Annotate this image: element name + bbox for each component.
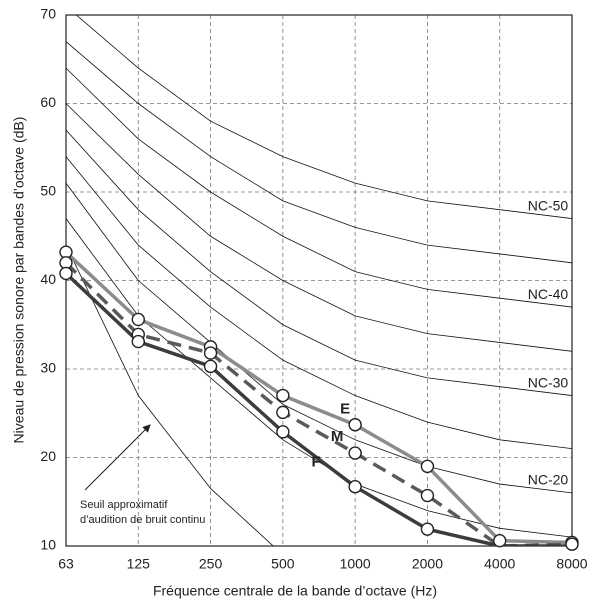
data-point [565, 537, 579, 551]
x-tick-label: 2000 [412, 556, 443, 572]
plot-area [66, 15, 572, 546]
data-point [276, 388, 290, 403]
data-point [131, 312, 145, 327]
y-tick-label: 70 [40, 6, 56, 22]
data-point [420, 488, 435, 503]
data-point [348, 480, 362, 494]
y-axis-label: Niveau de pression sonore par bandes d’o… [11, 117, 27, 444]
y-tick-label: 30 [40, 360, 56, 376]
plot-frame [65, 14, 573, 547]
nc-curve [66, 41, 572, 264]
threshold-annotation: d’audition de bruit continu [80, 514, 205, 526]
y-tick-label: 40 [40, 271, 56, 287]
data-point [203, 346, 218, 360]
series-line [66, 272, 572, 546]
y-tick-label: 50 [40, 183, 56, 199]
x-axis-label: Fréquence centrale de la bande d’octave … [153, 583, 437, 599]
x-tick-label: 500 [271, 556, 295, 572]
nc-curve [66, 182, 572, 494]
x-tick-label: 250 [199, 556, 223, 572]
nc-curve [66, 129, 572, 396]
nc-label: NC-30 [528, 374, 569, 390]
data-point [59, 266, 73, 281]
nc-curve [66, 156, 572, 450]
series-label: F [312, 454, 321, 471]
y-tick-label: 60 [40, 94, 56, 110]
nc-label: NC-20 [528, 472, 569, 488]
nc-curve [66, 103, 572, 352]
x-tick-label: 63 [58, 556, 74, 572]
data-point [348, 446, 362, 460]
series-line [66, 250, 572, 545]
data-point [493, 533, 507, 548]
y-tick-label: 20 [40, 448, 56, 464]
nc-label: NC-50 [528, 197, 569, 213]
data-point [420, 459, 435, 474]
nc-curve [66, 218, 572, 538]
x-tick-label: 8000 [556, 556, 587, 572]
x-tick-label: 125 [127, 556, 151, 572]
data-point [276, 405, 290, 420]
x-tick-label: 1000 [340, 556, 371, 572]
nc-curve [66, 67, 572, 308]
threshold-annotation: Seuil approximatif [80, 499, 168, 511]
data-point [348, 418, 362, 432]
threshold-line [66, 244, 274, 546]
nc-label: NC-40 [528, 286, 569, 302]
data-point [131, 334, 145, 349]
nc-curve [75, 15, 572, 219]
data-point [276, 425, 290, 439]
series-label: E [340, 401, 350, 418]
x-tick-label: 4000 [484, 556, 515, 572]
data-point [203, 359, 218, 374]
series-line [66, 261, 572, 546]
y-tick-label: 10 [40, 537, 56, 553]
data-point [420, 522, 435, 536]
series-label: M [331, 428, 344, 445]
